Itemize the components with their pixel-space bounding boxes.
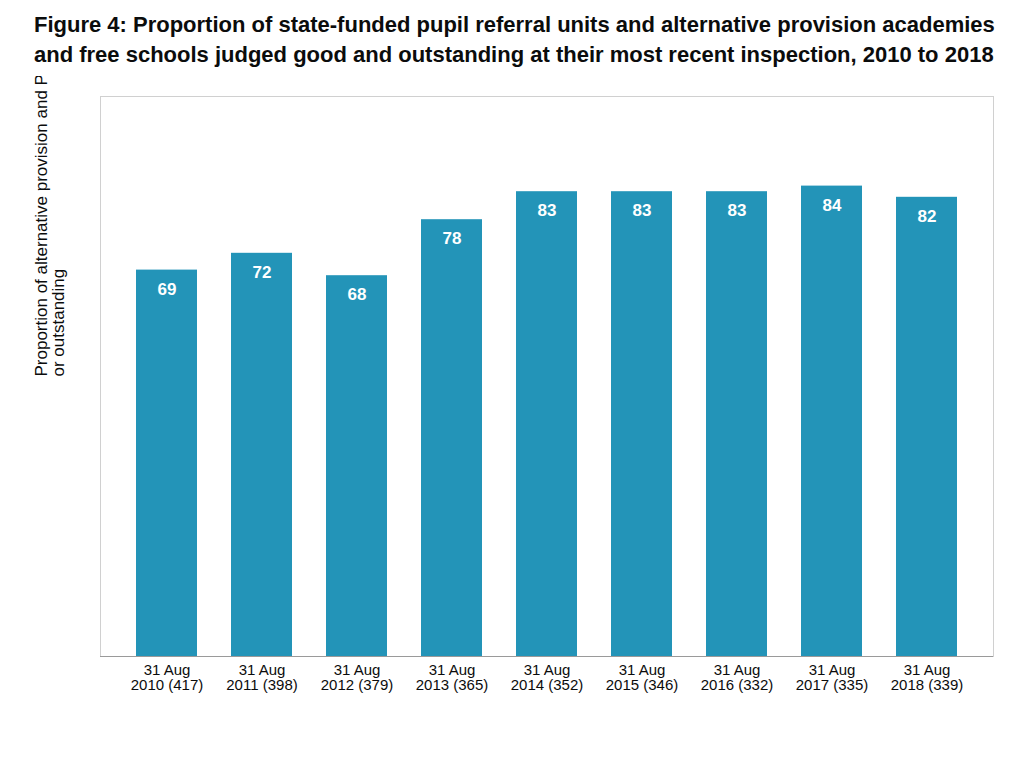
svg-text:31 Aug2014 (352): 31 Aug2014 (352): [511, 661, 584, 693]
svg-text:31 Aug2017 (335): 31 Aug2017 (335): [796, 661, 869, 693]
html-text:Figure 4: Proportion of state-: Figure 4: Proportion of state-funded pup…: [34, 12, 995, 67]
svg-text:31 Aug2011 (398): 31 Aug2011 (398): [226, 661, 297, 693]
svg-text:31 Aug2012 (379): 31 Aug2012 (379): [321, 661, 394, 693]
svg-text:82: 82: [918, 207, 937, 226]
svg-text:72: 72: [253, 263, 272, 282]
svg-text:Proportion of alternative prov: Proportion of alternative provision and …: [32, 76, 68, 377]
svg-text:83: 83: [538, 201, 557, 220]
svg-text:31 Aug2016 (332): 31 Aug2016 (332): [701, 661, 774, 693]
svg-text:84: 84: [823, 196, 842, 215]
svg-text:83: 83: [633, 201, 652, 220]
svg-text:69: 69: [158, 280, 177, 299]
svg-text:31 Aug2018 (339): 31 Aug2018 (339): [891, 661, 964, 693]
svg-text:78: 78: [443, 229, 462, 248]
svg-text:31 Aug2013 (365): 31 Aug2013 (365): [416, 661, 489, 693]
svg-text:83: 83: [728, 201, 747, 220]
svg-text:31 Aug2015 (346): 31 Aug2015 (346): [606, 661, 679, 693]
svg-text:31 Aug2010 (417): 31 Aug2010 (417): [131, 661, 204, 693]
svg-text:68: 68: [348, 285, 367, 304]
